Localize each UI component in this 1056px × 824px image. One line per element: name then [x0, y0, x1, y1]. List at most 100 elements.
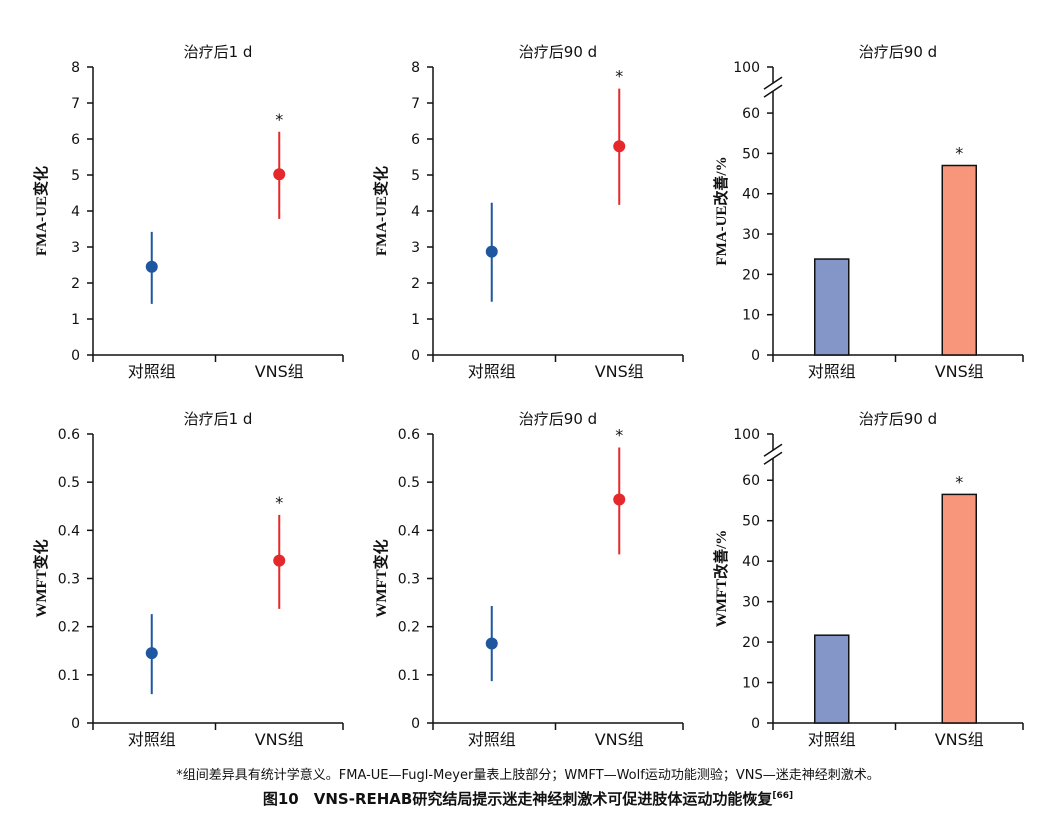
panel-title: 治疗后90 d [519, 43, 597, 61]
y-tick-label: 6 [411, 132, 420, 148]
significance-marker: * [615, 67, 623, 86]
data-point [613, 140, 626, 153]
y-tick-label: 0.3 [398, 572, 420, 588]
panel-title: 治疗后90 d [859, 410, 937, 428]
y-tick-label: 20 [742, 635, 760, 651]
y-tick-label: 0.1 [398, 668, 420, 684]
x-category-label: 对照组 [128, 730, 176, 749]
y-tick-label: 50 [742, 514, 760, 530]
axis-break-mark [763, 76, 783, 90]
y-tick-label: 0 [71, 348, 80, 364]
y-tick-label: 3 [71, 240, 80, 256]
panel-title: 治疗后1 d [184, 410, 253, 428]
y-axis-label: WMFT改善/% [712, 530, 730, 628]
data-point [273, 554, 286, 567]
panel-title: 治疗后1 d [184, 43, 253, 61]
x-category-label: 对照组 [128, 362, 176, 381]
panel-title: 治疗后90 d [519, 410, 597, 428]
bar [814, 634, 850, 724]
y-tick-label: 0 [411, 716, 420, 732]
y-tick-label: 1 [411, 312, 420, 328]
x-category-label: 对照组 [468, 362, 516, 381]
y-tick-label: 1 [71, 312, 80, 328]
y-tick-label: 3 [411, 240, 420, 256]
y-tick-label: 0.3 [58, 572, 80, 588]
y-tick-label: 50 [742, 146, 760, 162]
y-tick-label: 60 [742, 473, 760, 489]
y-tick-label: 0.5 [398, 475, 420, 491]
y-tick-label: 30 [742, 595, 760, 611]
chart-panel: 治疗后90 d 0 10 20 30 40 50 60 100 WMFT改善/% 对照组 VNS组 * [712, 410, 1024, 749]
y-tick-label: 10 [742, 676, 760, 692]
y-tick-label: 0.2 [398, 620, 420, 636]
significance-marker: * [955, 143, 963, 162]
y-tick-label: 6 [71, 132, 80, 148]
x-category-label: VNS组 [595, 362, 644, 381]
bar [941, 493, 977, 724]
figure-footnote: *组间差异具有统计学意义。FMA-UE—Fugl-Meyer量表上肢部分；WMF… [176, 768, 880, 783]
y-tick-label: 60 [742, 106, 760, 122]
y-tick-label: 0.4 [58, 523, 80, 539]
y-tick-label: 100 [733, 427, 760, 443]
axis-break-mark [763, 84, 783, 98]
y-tick-label: 40 [742, 187, 760, 203]
y-tick-label: 4 [411, 204, 420, 220]
y-axis-label: FMA-UE改善/% [712, 156, 730, 265]
y-tick-label: 0 [411, 348, 420, 364]
y-tick-label: 8 [411, 60, 420, 76]
y-tick-label: 7 [71, 96, 80, 112]
y-tick-label: 0 [751, 716, 760, 732]
figure-caption: 图10 VNS-REHAB研究结局提示迷走神经刺激术可促进肢体运动功能恢复[66… [0, 788, 1056, 809]
y-tick-label: 2 [71, 276, 80, 292]
x-category-label: 对照组 [468, 730, 516, 749]
bar [941, 164, 977, 356]
significance-marker: * [955, 472, 963, 491]
chart-panel: 治疗后90 d 0 10 20 30 40 50 60 100 FMA-UE改善/% 对照组 VNS组… [712, 43, 1024, 381]
y-tick-label: 5 [411, 168, 420, 184]
x-category-label: VNS组 [935, 362, 984, 381]
x-category-label: VNS组 [935, 730, 984, 749]
y-tick-label: 5 [71, 168, 80, 184]
y-tick-label: 8 [71, 60, 80, 76]
y-tick-label: 30 [742, 227, 760, 243]
y-tick-label: 7 [411, 96, 420, 112]
y-tick-label: 0.6 [58, 427, 80, 443]
y-tick-label: 20 [742, 267, 760, 283]
y-tick-label: 0 [71, 716, 80, 732]
x-category-label: 对照组 [808, 362, 856, 381]
data-point [145, 260, 158, 273]
y-tick-label: 2 [411, 276, 420, 292]
caption-text: 图10 VNS-REHAB研究结局提示迷走神经刺激术可促进肢体运动功能恢复 [262, 790, 773, 808]
data-point [613, 493, 626, 506]
y-tick-label: 10 [742, 308, 760, 324]
y-tick-label: 0.5 [58, 475, 80, 491]
y-axis-label: WMFT变化 [32, 539, 50, 617]
axis-break-mark [763, 451, 783, 465]
y-tick-label: 100 [733, 60, 760, 76]
x-category-label: VNS组 [255, 730, 304, 749]
data-point [273, 168, 286, 181]
y-tick-label: 0.4 [398, 523, 420, 539]
x-category-label: VNS组 [595, 730, 644, 749]
data-point [485, 245, 498, 258]
x-category-label: VNS组 [255, 362, 304, 381]
bar [814, 258, 850, 356]
y-tick-label: 0.6 [398, 427, 420, 443]
y-tick-label: 0.1 [58, 668, 80, 684]
y-tick-label: 4 [71, 204, 80, 220]
y-tick-label: 40 [742, 554, 760, 570]
y-axis-label: FMA-UE变化 [32, 166, 50, 256]
data-point [145, 647, 158, 660]
data-point [485, 637, 498, 650]
y-tick-label: 0 [751, 348, 760, 364]
y-axis-label: WMFT变化 [372, 539, 390, 617]
y-axis-label: FMA-UE变化 [372, 166, 390, 256]
y-tick-label: 0.2 [58, 620, 80, 636]
significance-marker: * [275, 110, 283, 129]
axis-break-mark [763, 443, 783, 457]
significance-marker: * [275, 493, 283, 512]
